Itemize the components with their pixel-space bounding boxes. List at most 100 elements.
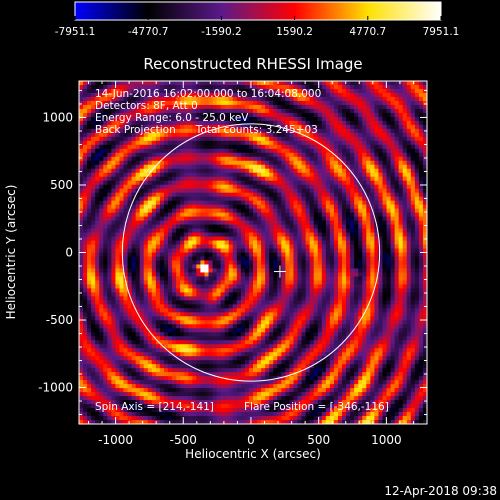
heatmap-cell bbox=[370, 248, 375, 253]
heatmap-cell bbox=[358, 192, 363, 198]
heatmap-cell bbox=[309, 92, 315, 98]
heatmap-cell bbox=[382, 252, 387, 257]
heatmap-cell bbox=[273, 240, 278, 245]
heatmap-cell bbox=[111, 304, 116, 309]
heatmap-cell bbox=[410, 236, 416, 241]
heatmap-cell bbox=[204, 288, 209, 293]
heatmap-cell bbox=[366, 244, 371, 249]
heatmap-cell bbox=[265, 176, 270, 182]
heatmap-cell bbox=[163, 292, 169, 297]
heatmap-cell bbox=[313, 264, 319, 269]
heatmap-cell bbox=[378, 216, 383, 221]
heatmap-cell bbox=[99, 272, 104, 277]
heatmap-cell bbox=[354, 88, 359, 94]
heatmap-cell bbox=[220, 92, 226, 98]
heatmap-cell bbox=[91, 176, 96, 182]
heatmap-cell bbox=[83, 208, 88, 214]
heatmap-cell bbox=[139, 164, 145, 170]
heatmap-cell bbox=[301, 188, 307, 194]
heatmap-cell bbox=[410, 112, 416, 118]
heatmap-cell bbox=[325, 152, 331, 158]
heatmap-cell bbox=[224, 160, 230, 166]
heatmap-cell bbox=[277, 96, 282, 102]
heatmap-cell bbox=[293, 256, 298, 261]
heatmap-cell bbox=[115, 284, 120, 289]
heatmap-cell bbox=[354, 160, 359, 166]
heatmap-cell bbox=[378, 160, 383, 166]
heatmap-cell bbox=[410, 184, 416, 190]
heatmap-cell bbox=[192, 260, 197, 265]
heatmap-cell bbox=[374, 228, 379, 233]
heatmap-cell bbox=[253, 272, 258, 277]
heatmap-cell bbox=[151, 96, 157, 102]
heatmap-cell bbox=[216, 104, 222, 110]
heatmap-cell bbox=[394, 124, 400, 130]
heatmap-cell bbox=[289, 148, 294, 154]
heatmap-cell bbox=[305, 116, 311, 122]
heatmap-cell bbox=[248, 152, 254, 158]
heatmap-cell bbox=[418, 208, 424, 214]
heatmap-cell bbox=[269, 172, 274, 178]
heatmap-cell bbox=[240, 84, 246, 90]
heatmap-cell bbox=[386, 92, 391, 98]
heatmap-cell bbox=[159, 96, 165, 102]
heatmap-cell bbox=[103, 276, 108, 281]
heatmap-cell bbox=[163, 136, 169, 142]
heatmap-cell bbox=[135, 296, 141, 301]
heatmap-cell bbox=[192, 164, 197, 170]
heatmap-cell bbox=[95, 256, 100, 261]
heatmap-cell bbox=[168, 236, 173, 241]
heatmap-cell bbox=[277, 148, 282, 154]
heatmap-cell bbox=[390, 240, 396, 245]
heatmap-cell bbox=[269, 196, 274, 202]
heatmap-cell bbox=[358, 96, 363, 102]
heatmap-cell bbox=[354, 260, 359, 265]
heatmap-cell bbox=[325, 136, 331, 142]
heatmap-cell bbox=[83, 148, 88, 154]
heatmap-cell bbox=[386, 164, 391, 170]
heatmap-cell bbox=[402, 160, 408, 166]
heatmap-cell bbox=[301, 81, 307, 86]
heatmap-cell bbox=[261, 184, 266, 190]
heatmap-cell bbox=[374, 212, 379, 218]
heatmap-cell bbox=[297, 292, 302, 297]
heatmap-cell bbox=[394, 288, 400, 293]
heatmap-cell bbox=[159, 248, 165, 253]
heatmap-cell bbox=[103, 208, 108, 214]
heatmap-cell bbox=[204, 228, 209, 233]
heatmap-cell bbox=[204, 120, 209, 126]
heatmap-cell bbox=[135, 104, 141, 110]
heatmap-cell bbox=[240, 240, 246, 245]
heatmap-cell bbox=[370, 260, 375, 265]
heatmap-cell bbox=[212, 136, 217, 142]
heatmap-cell bbox=[159, 292, 165, 297]
heatmap-cell bbox=[91, 272, 96, 277]
heatmap-cell bbox=[358, 176, 363, 182]
heatmap-cell bbox=[358, 212, 363, 218]
heatmap-cell bbox=[135, 224, 141, 229]
heatmap-cell bbox=[103, 156, 108, 162]
heatmap-cell bbox=[232, 204, 238, 210]
heatmap-cell bbox=[127, 236, 133, 241]
heatmap-cell bbox=[107, 284, 112, 289]
heatmap-cell bbox=[362, 92, 367, 98]
heatmap-cell bbox=[362, 284, 367, 289]
heatmap-cell bbox=[374, 148, 379, 154]
heatmap-cell bbox=[91, 280, 96, 285]
heatmap-cell bbox=[410, 104, 416, 110]
heatmap-cell bbox=[115, 244, 120, 249]
heatmap-cell bbox=[390, 168, 396, 174]
heatmap-cell bbox=[168, 256, 173, 261]
heatmap-cell bbox=[172, 240, 177, 245]
heatmap-cell bbox=[273, 260, 278, 265]
heatmap-cell bbox=[289, 180, 294, 186]
heatmap-cell bbox=[240, 168, 246, 174]
heatmap-cell bbox=[159, 236, 165, 241]
heatmap-cell bbox=[418, 81, 424, 86]
heatmap-cell bbox=[208, 284, 213, 289]
heatmap-cell bbox=[406, 196, 412, 202]
heatmap-cell bbox=[244, 112, 250, 118]
heatmap-cell bbox=[386, 232, 391, 237]
heatmap-cell bbox=[172, 216, 177, 221]
heatmap-cell bbox=[366, 104, 371, 110]
